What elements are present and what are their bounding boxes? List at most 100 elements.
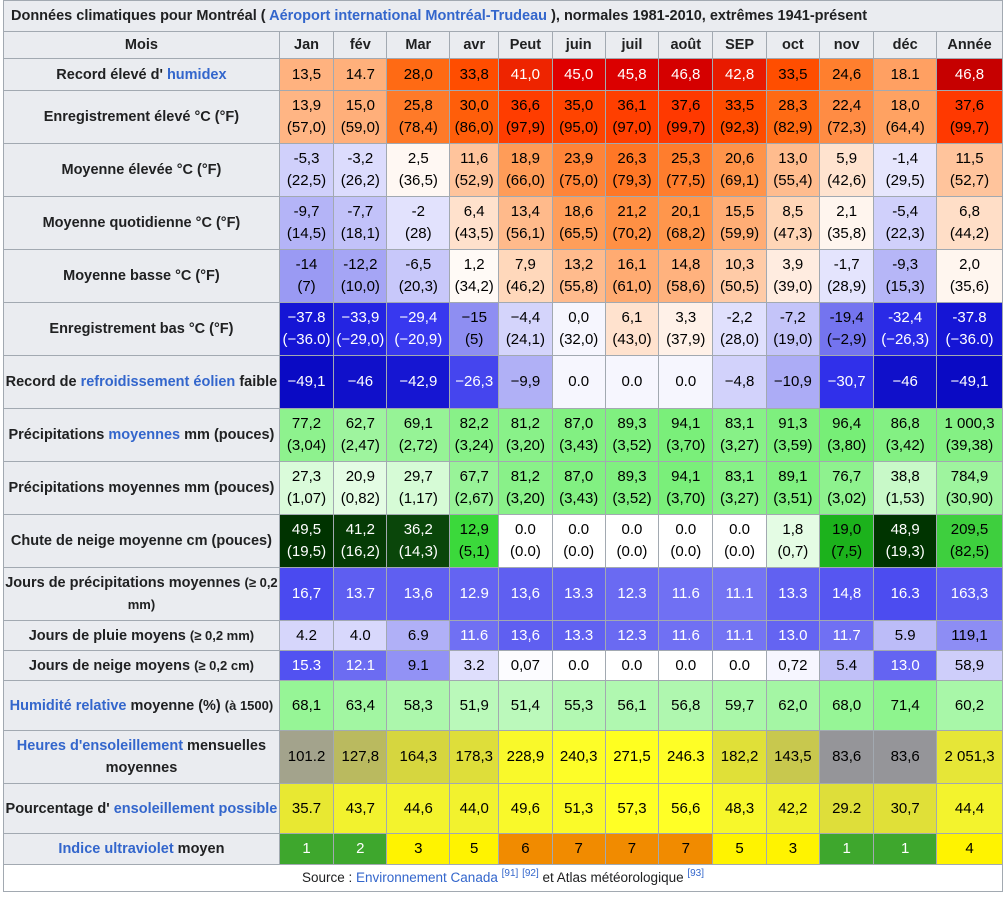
row-header-text: Moyenne basse °C (°F) (63, 268, 220, 284)
cell-value-imperial: (28,9) (827, 278, 867, 295)
table-row: Précipitations moyennes mm (pouces) 27,3 (… (3, 461, 1003, 515)
cell-value: 94,1 (671, 415, 701, 432)
source-footer: Source : Environnement Canada [91] [92] … (3, 864, 1003, 892)
row-header-link[interactable]: Indice ultraviolet (58, 841, 174, 857)
cell-value: -3,2 (347, 150, 374, 167)
month-cell: 12.9 (449, 567, 500, 621)
month-cell: 5,9 (42,6) (818, 143, 875, 197)
cell-value: 62,7 (345, 415, 375, 432)
cell-value-imperial: (97,9) (505, 119, 545, 136)
month-cell: 11.7 (818, 620, 875, 651)
cell-value: -14 (295, 256, 318, 273)
cell-value: −10,9 (773, 373, 812, 390)
row-header-text: Jours de neige moyens (28, 657, 195, 674)
cell-value-imperial: (52,7) (949, 172, 990, 189)
cell-value: 101.2 (287, 748, 326, 765)
cell-value-imperial: (59,9) (719, 225, 760, 242)
cell-value: 6,8 (959, 203, 980, 220)
cell-value: 41,2 (345, 521, 375, 538)
cell-value-imperial: (3,24) (454, 437, 494, 454)
row-header: Jours de neige moyens (≥ 0,2 cm) (3, 650, 280, 681)
cell-value: 143,5 (774, 748, 812, 765)
ref-link[interactable]: [93] (687, 868, 705, 879)
row-header-link[interactable]: refroidissement éolien (80, 374, 236, 390)
row-header-link[interactable]: Heures d'ensoleillement (16, 738, 184, 754)
month-header: juin (551, 31, 606, 59)
month-cell: 83,1 (3,27) (712, 408, 767, 462)
row-header-text: Enregistrement élevé °C (°F) (43, 109, 240, 125)
cell-value: 13,5 (291, 65, 322, 83)
month-cell: 5 (449, 833, 500, 865)
cell-value-imperial: (19,3) (885, 543, 925, 560)
row-header: Moyenne élevée °C (°F) (3, 143, 280, 197)
month-cell: 1 (278, 833, 335, 865)
month-cell: 16.3 (873, 567, 938, 621)
row-header: Record de refroidissement éolien faible (3, 355, 280, 409)
row-header-link[interactable]: Humidité relative (9, 697, 127, 714)
cell-value-imperial: (−36.0) (282, 331, 331, 348)
table-row: Record élevé d' humidex 13,5 14.7 28,0 33,8 4… (3, 58, 1003, 91)
cell-value: 1 (842, 840, 851, 857)
row-header-link[interactable]: humidex (166, 66, 227, 83)
month-cell: 36,1 (97,0) (604, 90, 660, 144)
ref-link[interactable]: [91] (501, 868, 519, 879)
cell-value: −42,9 (399, 373, 438, 390)
cell-value-imperial: (19,0) (773, 331, 813, 348)
cell-value: 71,4 (890, 696, 920, 714)
cell-value: 13,9 (291, 97, 322, 114)
cell-value: 36,2 (403, 521, 433, 538)
month-cell: 3 (386, 833, 451, 865)
month-cell: 0.0 (658, 650, 714, 681)
month-cell: 0.0 (0.0) (551, 514, 606, 568)
cell-value: 56,6 (671, 799, 701, 817)
row-header-text: Pourcentage d' (5, 800, 114, 817)
month-header: oct (765, 31, 821, 59)
cell-value: 82,2 (459, 415, 489, 432)
source-environment-canada-link[interactable]: Environnement Canada (356, 870, 498, 885)
row-header: Jours de pluie moyens (≥ 0,2 mm) (3, 620, 280, 651)
month-cell: 0.0 (551, 650, 606, 681)
cell-value: 51,3 (564, 799, 594, 817)
cell-value: 11.6 (671, 626, 700, 644)
cell-value: 0.0 (568, 373, 590, 390)
cell-value: −9,9 (510, 373, 541, 390)
row-header-link[interactable]: ensoleillement possible (113, 800, 278, 817)
cell-value-imperial: (42,6) (827, 172, 867, 189)
cell-value-imperial: (0.0) (724, 543, 755, 560)
cell-value: 56,1 (617, 696, 647, 714)
cell-value-imperial: (69,1) (719, 172, 760, 189)
month-cell: 178,3 (449, 730, 500, 784)
row-header-text: Jours de pluie moyens (28, 627, 190, 644)
row-header-link[interactable]: moyennes (108, 427, 181, 443)
month-cell: 7,9 (46,2) (498, 249, 553, 303)
cell-value: 25,3 (671, 150, 701, 167)
cell-value: 2,1 (836, 203, 858, 220)
month-cell: 51,3 (551, 783, 606, 834)
cell-value: 0,07 (510, 656, 540, 674)
row-header: Enregistrement bas °C (°F) (3, 302, 280, 356)
cell-value: 11.6 (671, 585, 700, 602)
month-cell: 45,0 (551, 58, 606, 91)
month-cell: 8,5 (47,3) (765, 196, 821, 250)
month-cell: −42,9 (386, 355, 451, 409)
month-cell: 7 (604, 833, 660, 865)
cell-value: 4 (965, 840, 974, 857)
cell-value: 2,0 (959, 256, 980, 273)
ref-link[interactable]: [92] (522, 868, 539, 879)
month-cell: 18,9 (66,0) (498, 143, 553, 197)
caption-airport-link[interactable]: Aéroport international Montréal-Trudeau (269, 8, 548, 24)
month-header: Année (936, 31, 1003, 59)
row-header-text: Chute de neige moyenne cm (pouces) (10, 533, 272, 549)
month-cell: 24,6 (818, 58, 875, 91)
cell-value: 0.0 (514, 521, 536, 538)
month-cell: −30,7 (818, 355, 875, 409)
month-cell: 15,5 (59,9) (712, 196, 767, 250)
month-cell: 28,3 (82,9) (765, 90, 821, 144)
cell-value: 41,0 (510, 65, 540, 83)
month-cell: 83,6 (873, 730, 938, 784)
month-cell: 13.3 (765, 567, 821, 621)
month-cell: 94,1 (3,70) (658, 461, 714, 515)
month-cell: −49,1 (278, 355, 335, 409)
month-cell: 81,2 (3,20) (498, 408, 553, 462)
cell-value-imperial: (19,5) (286, 543, 327, 560)
